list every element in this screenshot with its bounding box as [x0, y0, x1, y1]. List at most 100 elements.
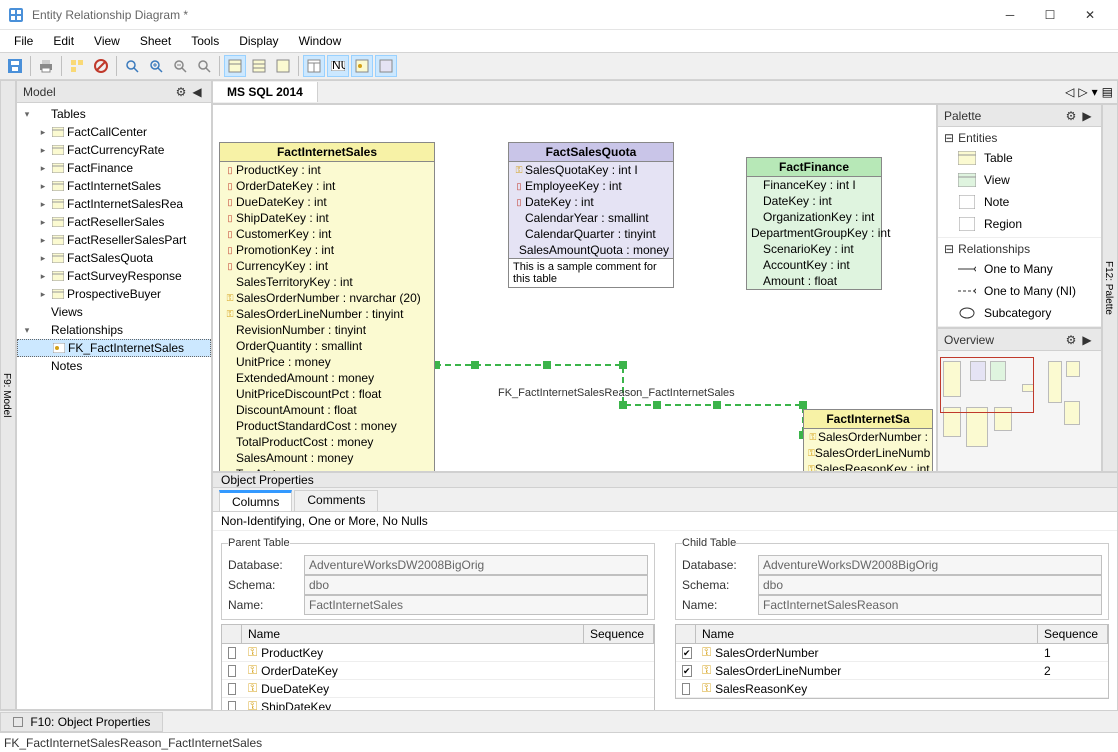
props-tab-columns[interactable]: Columns [219, 490, 292, 511]
palette-body: ⊟EntitiesTableViewNoteRegion ⊟Relationshi… [938, 127, 1101, 327]
overview-box [1066, 361, 1080, 377]
gear-icon[interactable]: ⚙ [1063, 108, 1079, 124]
statusbar: FK_FactInternetSalesReason_FactInternetS… [0, 732, 1118, 752]
display-mode-3-button[interactable] [272, 55, 294, 77]
left-vertical-tab[interactable]: F9: Model [0, 80, 16, 710]
right-column: Palette ⚙ ▶ ⊟EntitiesTableViewNoteRegion… [937, 104, 1102, 472]
zoom-fit-button[interactable] [121, 55, 143, 77]
table-row[interactable]: ✔⚿ SalesOrderNumber1 [676, 644, 1108, 662]
f10-strip: F10: Object Properties [0, 710, 1118, 732]
palette-item-subcategory[interactable]: Subcategory [944, 302, 1095, 324]
forbid-button[interactable] [90, 55, 112, 77]
menu-view[interactable]: View [84, 32, 130, 50]
table-row[interactable]: ⚿ DueDateKey [222, 680, 654, 698]
tree-node-notes[interactable]: Notes [17, 357, 211, 375]
table-row[interactable]: ⚿ SalesReasonKey [676, 680, 1108, 698]
palette-item-view[interactable]: View [944, 169, 1095, 191]
tree-node-relationships[interactable]: ▾Relationships [17, 321, 211, 339]
display-mode-1-button[interactable] [224, 55, 246, 77]
maximize-button[interactable]: ☐ [1030, 1, 1070, 29]
palette-item-table[interactable]: Table [944, 147, 1095, 169]
palette-item-one-to-many--ni-[interactable]: One to Many (NI) [944, 280, 1095, 302]
minimize-button[interactable]: ─ [990, 1, 1030, 29]
zoom-region-button[interactable] [193, 55, 215, 77]
tree-node-tables[interactable]: ▾Tables [17, 105, 211, 123]
diagram-canvas[interactable]: FK_FactInternetSalesReason_FactInternetS… [212, 104, 937, 472]
tab-next-icon[interactable]: ▷ [1078, 85, 1087, 99]
menu-window[interactable]: Window [289, 32, 352, 50]
menu-tools[interactable]: Tools [181, 32, 229, 50]
collapse-icon[interactable]: ◀ [189, 84, 205, 100]
tree-node-prospectivebuyer[interactable]: ▸ProspectiveBuyer [17, 285, 211, 303]
gear-icon[interactable]: ⚙ [1063, 332, 1079, 348]
tree-node-factinternetsales[interactable]: ▸FactInternetSales [17, 177, 211, 195]
zoom-out-button[interactable] [169, 55, 191, 77]
tab-list-icon[interactable]: ▾ [1092, 85, 1098, 99]
palette-item-one-to-many[interactable]: One to Many [944, 258, 1095, 280]
model-panel: Model ⚙ ◀ ▾Tables▸FactCallCenter▸FactCur… [16, 80, 212, 710]
palette-item-note[interactable]: Note [944, 191, 1095, 213]
parent-table-name-input[interactable] [304, 595, 648, 615]
entity-factsalesquota[interactable]: FactSalesQuota⚿SalesQuotaKey : int I▯Emp… [508, 142, 674, 288]
entity-factfinance[interactable]: FactFinanceFinanceKey : int IDateKey : i… [746, 157, 882, 290]
menu-edit[interactable]: Edit [43, 32, 84, 50]
toggle-types-button[interactable] [303, 55, 325, 77]
f10-tab[interactable]: F10: Object Properties [0, 712, 163, 732]
svg-text:NUL: NUL [332, 61, 345, 71]
palette-group-entities[interactable]: ⊟Entities [944, 129, 1095, 147]
collapse-icon[interactable]: ▶ [1079, 332, 1095, 348]
table-row[interactable]: ⚿ OrderDateKey [222, 662, 654, 680]
palette-group-relationships[interactable]: ⊟Relationships [944, 240, 1095, 258]
collapse-icon[interactable]: ▶ [1079, 108, 1095, 124]
props-tab-comments[interactable]: Comments [294, 490, 378, 511]
overview-viewport[interactable] [940, 357, 1034, 413]
close-button[interactable]: ✕ [1070, 1, 1110, 29]
right-vertical-tab[interactable]: F12: Palette [1102, 104, 1118, 472]
props-summary: Non-Identifying, One or More, No Nulls [221, 514, 428, 528]
tree-node-factresellersales[interactable]: ▸FactResellerSales [17, 213, 211, 231]
overview-body[interactable] [938, 351, 1101, 471]
table-row[interactable]: ⚿ ShipDateKey [222, 698, 654, 710]
tree-node-factcurrencyrate[interactable]: ▸FactCurrencyRate [17, 141, 211, 159]
child-table-schema-input[interactable] [758, 575, 1102, 595]
overview-box [1064, 401, 1080, 425]
menu-file[interactable]: File [4, 32, 43, 50]
tab-menu-icon[interactable]: ▤ [1102, 85, 1113, 99]
main-area: F9: Model Model ⚙ ◀ ▾Tables▸FactCallCent… [0, 80, 1118, 710]
toggle-null-button[interactable]: NUL [327, 55, 349, 77]
overview-box [966, 407, 988, 447]
tree-node-fk-factinternetsales[interactable]: FK_FactInternetSales [17, 339, 211, 357]
menu-sheet[interactable]: Sheet [130, 32, 181, 50]
overview-title: Overview [944, 333, 1063, 347]
tree-node-factcallcenter[interactable]: ▸FactCallCenter [17, 123, 211, 141]
table-row[interactable]: ⚿ ProductKey [222, 644, 654, 662]
print-button[interactable] [35, 55, 57, 77]
entity-factinternetsales[interactable]: FactInternetSales▯ProductKey : int▯Order… [219, 142, 435, 472]
toggle-opt-button[interactable] [375, 55, 397, 77]
titlebar: Entity Relationship Diagram * ─ ☐ ✕ [0, 0, 1118, 30]
entity-factinternetsa[interactable]: FactInternetSa⚿SalesOrderNumber :⚿SalesO… [803, 409, 933, 472]
parent-table-db-input[interactable] [304, 555, 648, 575]
palette-item-region[interactable]: Region [944, 213, 1095, 235]
tree-node-views[interactable]: Views [17, 303, 211, 321]
toggle-keys-button[interactable] [351, 55, 373, 77]
align-button[interactable] [66, 55, 88, 77]
parent-table-schema-input[interactable] [304, 575, 648, 595]
tree-node-factsurveyresponse[interactable]: ▸FactSurveyResponse [17, 267, 211, 285]
zoom-in-button[interactable] [145, 55, 167, 77]
tree-node-factfinance[interactable]: ▸FactFinance [17, 159, 211, 177]
save-button[interactable] [4, 55, 26, 77]
menu-display[interactable]: Display [229, 32, 288, 50]
display-mode-2-button[interactable] [248, 55, 270, 77]
tree-node-factinternetsalesrea[interactable]: ▸FactInternetSalesRea [17, 195, 211, 213]
tree-node-factresellersalespart[interactable]: ▸FactResellerSalesPart [17, 231, 211, 249]
table-row[interactable]: ✔⚿ SalesOrderLineNumber2 [676, 662, 1108, 680]
canvas-tab[interactable]: MS SQL 2014 [213, 82, 318, 102]
f10-label: F10: Object Properties [30, 715, 150, 729]
child-table-name-input[interactable] [758, 595, 1102, 615]
model-tree: ▾Tables▸FactCallCenter▸FactCurrencyRate▸… [17, 103, 211, 709]
tree-node-factsalesquota[interactable]: ▸FactSalesQuota [17, 249, 211, 267]
child-table-db-input[interactable] [758, 555, 1102, 575]
tab-prev-icon[interactable]: ◁ [1065, 85, 1074, 99]
gear-icon[interactable]: ⚙ [173, 84, 189, 100]
